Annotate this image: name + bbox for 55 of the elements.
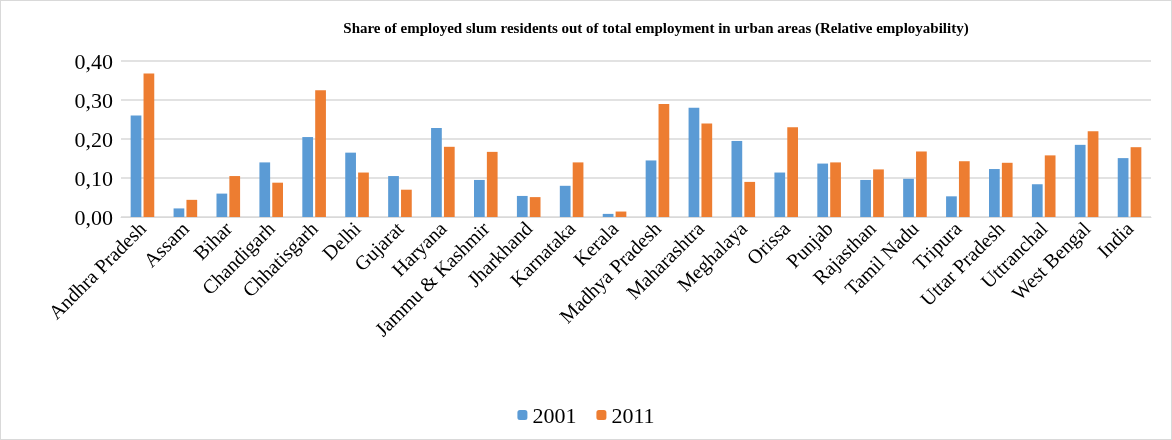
bar: [130, 115, 142, 217]
y-tick-label: 0,20: [74, 126, 113, 152]
bar: [873, 169, 884, 217]
bar: [345, 152, 356, 217]
bar: [701, 123, 713, 217]
bar: [143, 73, 155, 217]
bar: [173, 208, 185, 217]
bar: [731, 140, 743, 217]
bar: [516, 195, 528, 217]
bar: [272, 182, 284, 217]
bar: [473, 179, 485, 217]
bar: [401, 189, 412, 217]
bar: [486, 151, 498, 217]
bar: [916, 151, 927, 217]
bar: [216, 193, 228, 217]
y-tick-label: 0,10: [74, 165, 113, 191]
bar: [302, 137, 314, 217]
bar: [186, 199, 198, 217]
bar: [602, 213, 614, 217]
bar: [817, 163, 829, 217]
bar: [1130, 147, 1142, 217]
y-tick-label: 0,40: [74, 48, 113, 74]
bar: [787, 127, 799, 217]
bar: [903, 178, 914, 217]
legend-label: 2001: [532, 402, 577, 428]
bar: [259, 162, 271, 217]
bar: [1074, 144, 1086, 217]
bar: [645, 160, 657, 217]
bar: [358, 172, 369, 217]
bar: [1087, 131, 1099, 217]
bar: [860, 179, 871, 217]
y-tick-label: 0,30: [74, 87, 113, 113]
bar: [988, 169, 1000, 217]
bar: [830, 162, 841, 217]
bar: [388, 176, 399, 217]
chart-title: Share of employed slum residents out of total employment in urban areas (Relative employability): [343, 19, 969, 37]
bar: [744, 181, 756, 217]
bar: [572, 162, 584, 217]
bar: [431, 128, 442, 217]
bar: [559, 185, 571, 217]
bar: [529, 197, 541, 217]
bar: [658, 103, 670, 217]
legend-label: 2011: [611, 402, 655, 428]
bar: [1031, 184, 1043, 217]
bar: [1044, 155, 1056, 217]
bar: [688, 107, 700, 217]
bar: [315, 90, 326, 217]
bar: [229, 176, 241, 217]
bar: [1117, 158, 1129, 217]
bar: [958, 161, 970, 217]
bar: [946, 196, 957, 217]
bar: [443, 146, 455, 217]
bar: [1001, 162, 1013, 217]
bar: [774, 172, 786, 217]
x-tick-label: India: [1092, 217, 1138, 262]
